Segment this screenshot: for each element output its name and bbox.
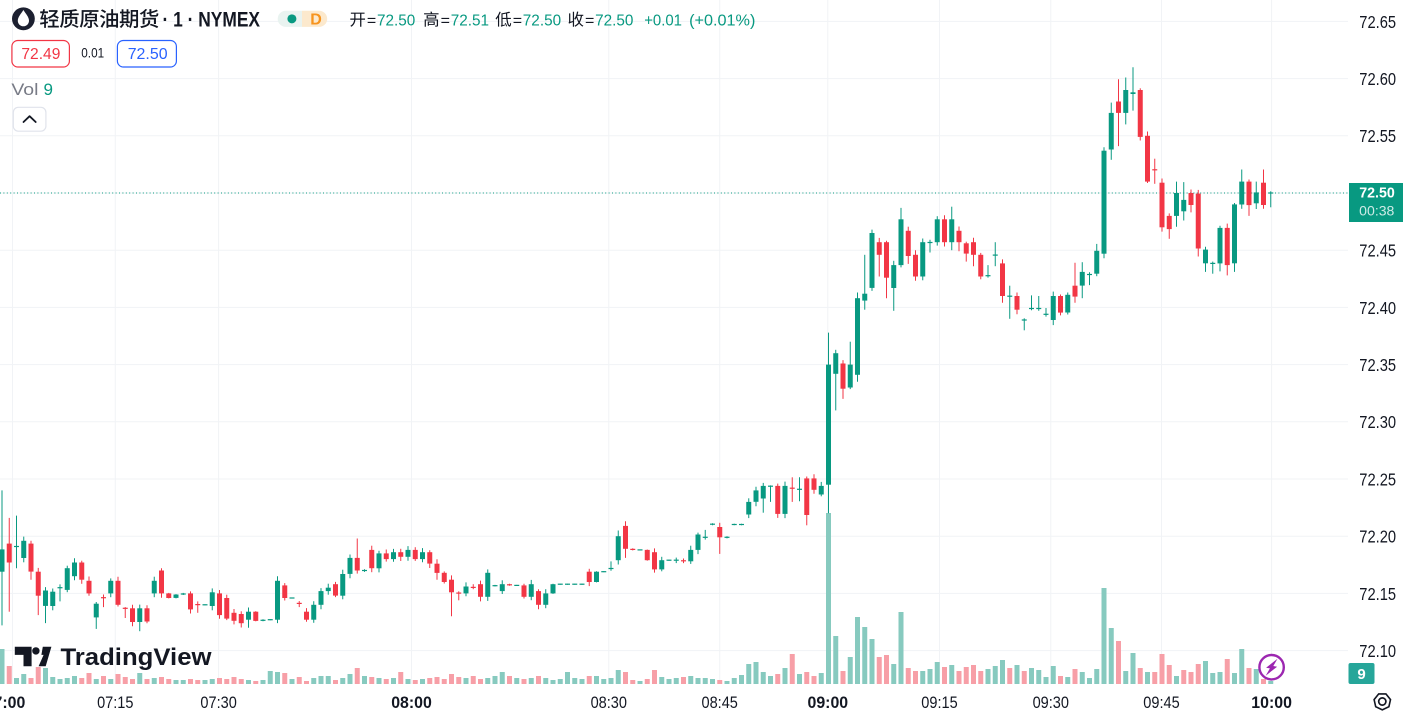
svg-text:0.01: 0.01 <box>81 45 104 61</box>
svg-text:72.49: 72.49 <box>21 46 60 63</box>
svg-text:72.50: 72.50 <box>1359 185 1395 201</box>
svg-text:· 1 · NYMEX: · 1 · NYMEX <box>163 8 261 31</box>
svg-text:72.55: 72.55 <box>1359 126 1396 146</box>
svg-text:=: = <box>585 12 594 29</box>
svg-text:Vol: Vol <box>11 80 38 99</box>
svg-text:72.30: 72.30 <box>1359 412 1396 432</box>
svg-text:72.40: 72.40 <box>1359 298 1396 318</box>
svg-text:72.20: 72.20 <box>1359 527 1396 547</box>
svg-text:10:00: 10:00 <box>1251 694 1292 712</box>
svg-text:00:38: 00:38 <box>1359 203 1394 218</box>
svg-text:72.60: 72.60 <box>1359 69 1396 89</box>
svg-text:72.10: 72.10 <box>1359 641 1396 661</box>
svg-text:09:30: 09:30 <box>1033 694 1069 712</box>
svg-text:(+0.01%): (+0.01%) <box>689 12 755 29</box>
svg-text:08:00: 08:00 <box>391 694 432 712</box>
svg-text:72.15: 72.15 <box>1359 584 1396 604</box>
svg-text:07:30: 07:30 <box>200 694 236 712</box>
svg-text:08:45: 08:45 <box>702 694 738 712</box>
svg-text:TradingView: TradingView <box>61 644 213 671</box>
svg-text:72.50: 72.50 <box>128 46 168 63</box>
svg-text:07:15: 07:15 <box>97 694 133 712</box>
svg-text:09:00: 09:00 <box>808 694 849 712</box>
svg-text:72.35: 72.35 <box>1359 355 1396 375</box>
svg-text:08:30: 08:30 <box>591 694 627 712</box>
svg-text:07:00: 07:00 <box>0 694 25 712</box>
svg-text:09:15: 09:15 <box>921 694 957 712</box>
svg-text:72.50: 72.50 <box>523 12 561 29</box>
svg-text:72.51: 72.51 <box>451 12 489 29</box>
svg-text:+0.01: +0.01 <box>644 12 682 29</box>
svg-text:09:45: 09:45 <box>1143 694 1179 712</box>
svg-text:72.45: 72.45 <box>1359 241 1396 261</box>
svg-text:72.50: 72.50 <box>595 12 633 29</box>
svg-text:=: = <box>513 12 522 29</box>
svg-text:D: D <box>310 12 322 29</box>
svg-text:9: 9 <box>44 80 53 99</box>
svg-text:=: = <box>367 12 376 29</box>
svg-text:72.50: 72.50 <box>377 12 415 29</box>
svg-text:=: = <box>441 12 450 29</box>
svg-text:72.25: 72.25 <box>1359 469 1396 489</box>
svg-text:72.65: 72.65 <box>1359 12 1396 32</box>
svg-text:9: 9 <box>1357 666 1365 683</box>
